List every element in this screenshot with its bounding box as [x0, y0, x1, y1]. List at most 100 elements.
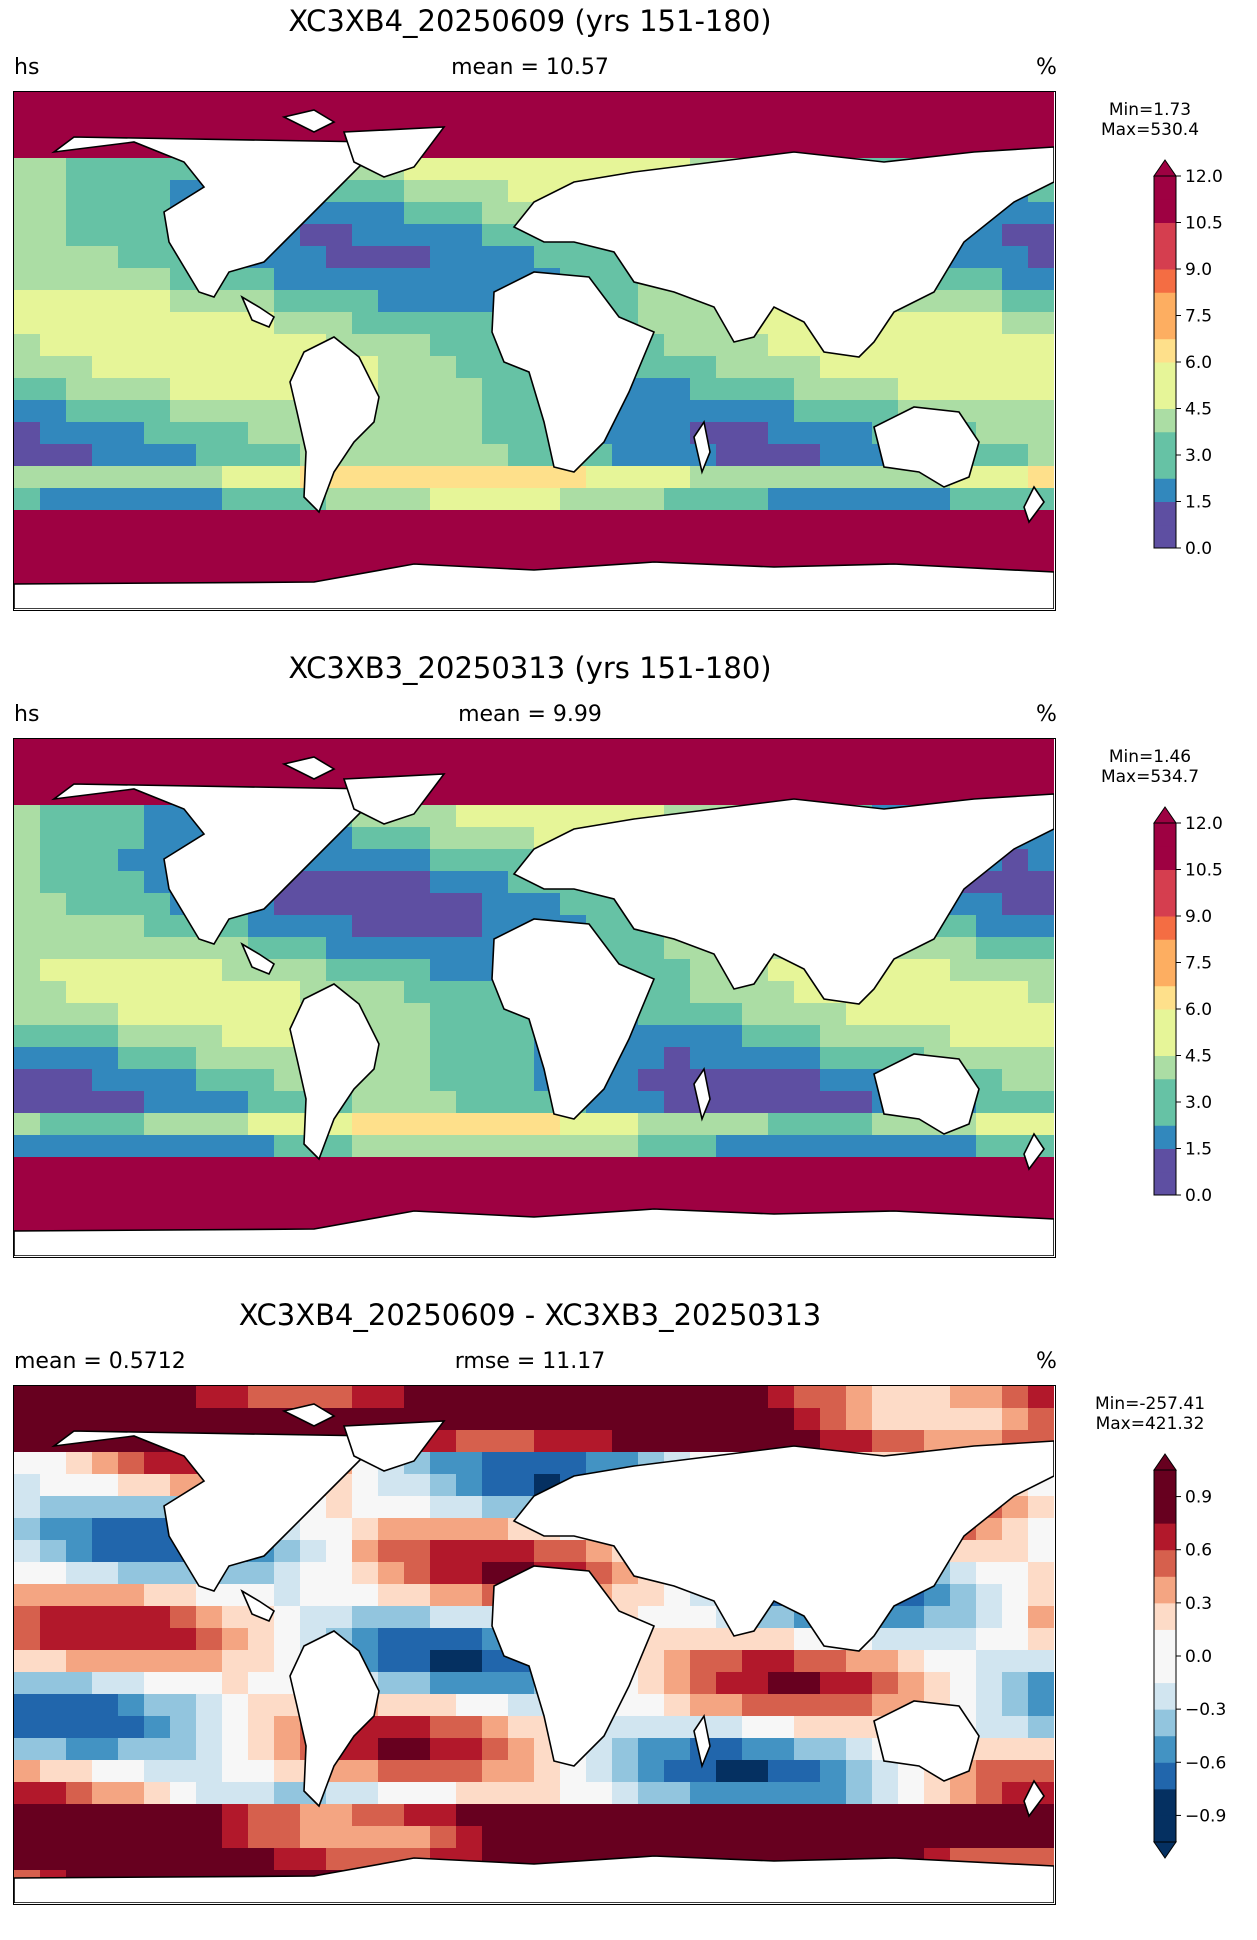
colorbar-tick-label: 3.0: [1185, 1093, 1212, 1113]
field-cell: [92, 827, 119, 850]
field-cell: [14, 1135, 41, 1158]
field-cell: [14, 761, 41, 784]
field-cell: [560, 488, 587, 511]
field-cell: [976, 246, 1003, 269]
field-cell: [1028, 1069, 1054, 1092]
field-cell: [742, 1694, 769, 1717]
field-cell: [664, 1408, 691, 1431]
field-cell: [924, 290, 951, 313]
field-cell: [404, 1716, 431, 1739]
field-cell: [352, 1562, 379, 1585]
field-cell: [222, 1672, 249, 1695]
field-cell: [872, 1157, 899, 1180]
field-cell: [534, 510, 561, 533]
field-cell: [716, 1826, 743, 1849]
field-cell: [14, 1672, 41, 1695]
field-cell: [14, 246, 41, 269]
field-cell: [196, 334, 223, 357]
field-cell: [1002, 1584, 1029, 1607]
field-cell: [378, 937, 405, 960]
field-cell: [664, 1025, 691, 1048]
field-cell: [716, 1650, 743, 1673]
field-cell: [378, 1606, 405, 1629]
field-cell: [40, 1408, 67, 1431]
field-cell: [92, 1606, 119, 1629]
field-cell: [170, 554, 197, 577]
field-cell: [66, 224, 93, 247]
field-cell: [1002, 1496, 1029, 1519]
field-cell: [1002, 268, 1029, 291]
field-cell: [14, 224, 41, 247]
field-cell: [170, 1848, 197, 1871]
field-cell: [664, 532, 691, 555]
field-cell: [14, 422, 41, 445]
panel-title: XC3XB4_20250609 (yrs 151-180): [288, 4, 772, 38]
field-cell: [66, 1562, 93, 1585]
field-cell: [508, 378, 535, 401]
field-cell: [352, 893, 379, 916]
field-cell: [274, 1584, 301, 1607]
field-cell: [482, 1738, 509, 1761]
field-cell: [976, 1562, 1003, 1585]
field-cell: [222, 334, 249, 357]
field-cell: [92, 1562, 119, 1585]
field-cell: [248, 1201, 275, 1224]
field-cell: [768, 334, 795, 357]
units-label: %: [1036, 55, 1057, 80]
field-cell: [690, 1804, 717, 1827]
field-cell: [352, 1738, 379, 1761]
field-cell: [170, 532, 197, 555]
field-cell: [144, 114, 171, 137]
field-cell: [118, 1540, 145, 1563]
field-cell: [1002, 1408, 1029, 1431]
field-cell: [274, 1179, 301, 1202]
field-cell: [404, 1474, 431, 1497]
field-cell: [482, 202, 509, 225]
field-cell: [196, 444, 223, 467]
field-cell: [586, 739, 613, 762]
field-cell: [66, 1386, 93, 1409]
field-cell: [170, 1782, 197, 1805]
field-cell: [274, 1540, 301, 1563]
colorbar-segment: [1154, 985, 1176, 1010]
field-cell: [40, 510, 67, 533]
field-cell: [872, 1135, 899, 1158]
field-cell: [1028, 1003, 1054, 1026]
field-cell: [118, 1650, 145, 1673]
min-max-label: Min=1.46 Max=534.7: [1090, 747, 1210, 787]
field-cell: [14, 400, 41, 423]
colorbar-segment: [1154, 408, 1176, 433]
field-cell: [1002, 959, 1029, 982]
field-cell: [612, 1738, 639, 1761]
field-cell: [92, 246, 119, 269]
field-cell: [430, 805, 457, 828]
field-cell: [40, 827, 67, 850]
field-cell: [274, 312, 301, 335]
field-cell: [612, 92, 639, 115]
field-cell: [898, 1386, 925, 1409]
field-cell: [326, 1848, 353, 1871]
field-cell: [690, 92, 717, 115]
field-cell: [404, 378, 431, 401]
units-label: %: [1036, 1349, 1057, 1374]
field-cell: [1002, 488, 1029, 511]
field-cell: [768, 1650, 795, 1673]
field-cell: [40, 739, 67, 762]
field-cell: [430, 1826, 457, 1849]
field-cell: [196, 937, 223, 960]
field-cell: [820, 783, 847, 806]
field-cell: [404, 1113, 431, 1136]
field-cell: [482, 356, 509, 379]
field-cell: [612, 739, 639, 762]
field-cell: [794, 1025, 821, 1048]
field-cell: [456, 1496, 483, 1519]
field-cell: [508, 1738, 535, 1761]
variable-label: hs: [14, 702, 40, 727]
land-mass: [1023, 1779, 1045, 1818]
field-cell: [794, 761, 821, 784]
field-cell: [378, 444, 405, 467]
field-cell: [690, 1047, 717, 1070]
field-cell: [118, 1091, 145, 1114]
field-cell: [690, 1694, 717, 1717]
field-cell: [846, 1804, 873, 1827]
